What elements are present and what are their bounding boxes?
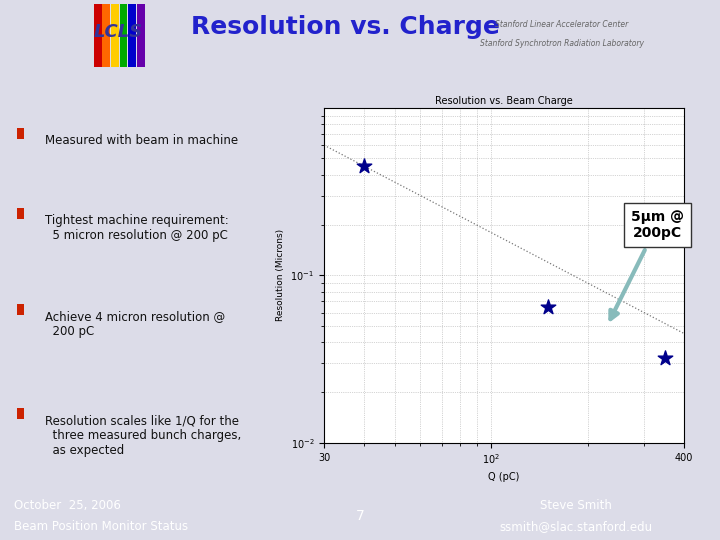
Text: 5μm @
200pC: 5μm @ 200pC [611, 210, 684, 319]
Text: Measured with beam in machine: Measured with beam in machine [45, 134, 238, 147]
Text: Beam Position Monitor Status: Beam Position Monitor Status [14, 520, 189, 533]
Text: LCLS: LCLS [94, 23, 143, 40]
Text: Achieve 4 micron resolution @
  200 pC: Achieve 4 micron resolution @ 200 pC [45, 310, 225, 338]
Bar [120, 3, 127, 66]
Text: October  25, 2006: October 25, 2006 [14, 498, 121, 511]
X-axis label: Q (pC): Q (pC) [488, 472, 520, 482]
Point [359, 162, 370, 171]
Bar [17, 208, 24, 219]
Point [660, 354, 671, 362]
Bar [111, 3, 119, 66]
Bar [94, 3, 102, 66]
Text: ssmith@slac.stanford.edu: ssmith@slac.stanford.edu [500, 520, 652, 533]
Text: Tightest machine requirement:
  5 micron resolution @ 200 pC: Tightest machine requirement: 5 micron r… [45, 214, 228, 242]
Bar [17, 408, 24, 419]
Text: Resolution scales like 1/Q for the
  three measured bunch charges,
  as expected: Resolution scales like 1/Q for the three… [45, 414, 241, 457]
Title: Resolution vs. Beam Charge: Resolution vs. Beam Charge [435, 96, 573, 106]
Text: Stanford Linear Accelerator Center: Stanford Linear Accelerator Center [495, 20, 629, 29]
Bar [137, 3, 145, 66]
Bar [17, 128, 24, 139]
Text: 7: 7 [356, 509, 364, 523]
Text: Stanford Synchrotron Radiation Laboratory: Stanford Synchrotron Radiation Laborator… [480, 39, 644, 48]
Text: Resolution vs. Charge: Resolution vs. Charge [192, 15, 500, 39]
Bar [102, 3, 110, 66]
Bar [17, 304, 24, 315]
Bar [128, 3, 136, 66]
Text: Steve Smith: Steve Smith [540, 498, 612, 511]
Y-axis label: Resolution (Microns): Resolution (Microns) [276, 230, 285, 321]
Point [542, 302, 554, 311]
